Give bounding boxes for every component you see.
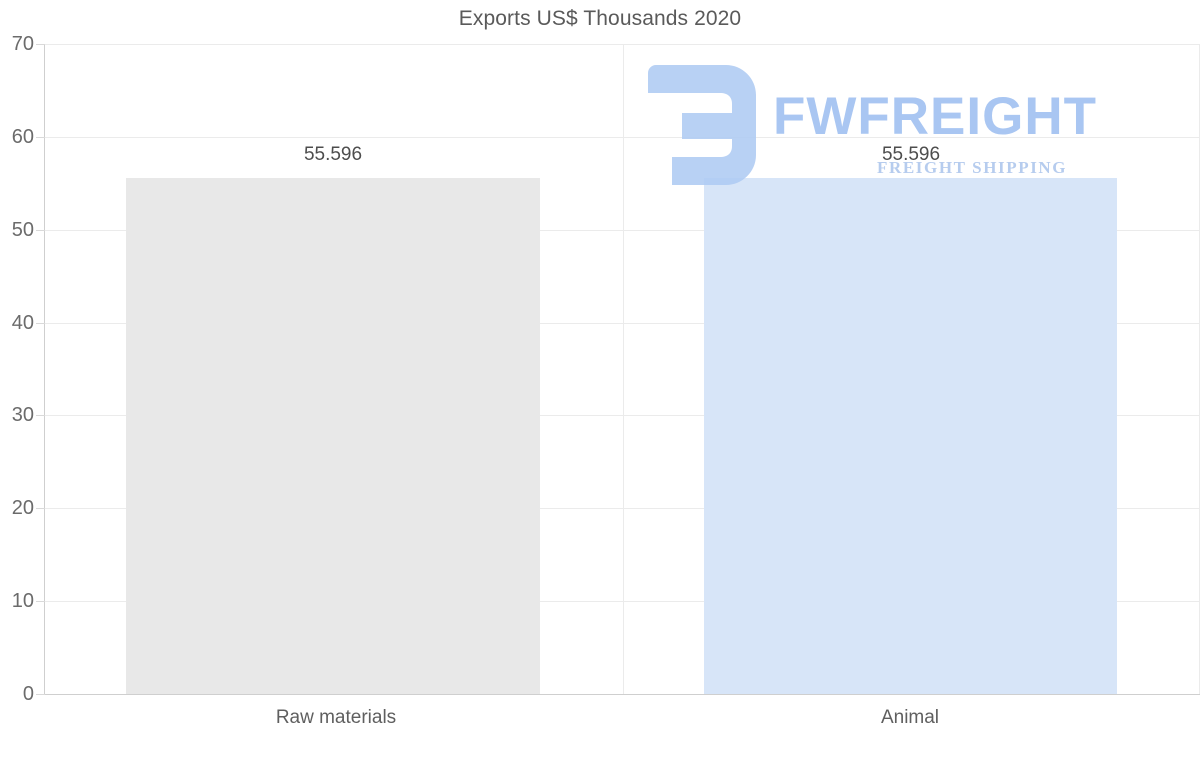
- y-axis-line: [44, 44, 45, 695]
- y-tick-mark-70: [36, 44, 45, 45]
- gridline-y-10: [44, 601, 1200, 602]
- y-tick-mark-40: [36, 323, 45, 324]
- gridline-y-60: [44, 137, 1200, 138]
- y-tick-label-20: 20: [11, 497, 34, 519]
- y-tick-label-50: 50: [11, 219, 34, 241]
- bar-raw-materials[interactable]: [126, 178, 540, 695]
- y-tick-label-0: 0: [22, 683, 34, 705]
- x-axis-line: [44, 694, 1200, 695]
- chart-title: Exports US$ Thousands 2020: [458, 7, 742, 30]
- y-tick-label-30: 30: [11, 404, 34, 426]
- y-tick-mark-10: [36, 601, 45, 602]
- bar-animal[interactable]: [704, 178, 1117, 695]
- y-tick-label-60: 60: [11, 126, 34, 148]
- plot-area: [44, 44, 1200, 695]
- gridline-y-70: [44, 44, 1200, 45]
- y-tick-mark-60: [36, 137, 45, 138]
- gridline-y-30: [44, 415, 1200, 416]
- y-tick-mark-0: [36, 694, 45, 695]
- bar-value-label-animal: 55.596: [881, 144, 941, 165]
- y-tick-label-70: 70: [11, 33, 34, 55]
- y-tick-mark-20: [36, 508, 45, 509]
- gridline-y-40: [44, 323, 1200, 324]
- y-tick-label-40: 40: [11, 312, 34, 334]
- gridline-x-category-divider: [623, 44, 624, 694]
- x-tick-label-raw-materials: Raw materials: [275, 707, 397, 728]
- x-tick-label-animal: Animal: [880, 707, 940, 728]
- y-tick-mark-50: [36, 230, 45, 231]
- y-tick-mark-30: [36, 415, 45, 416]
- y-tick-label-10: 10: [11, 590, 34, 612]
- gridline-y-50: [44, 230, 1200, 231]
- gridline-y-20: [44, 508, 1200, 509]
- bar-value-label-raw-materials: 55.596: [303, 144, 363, 165]
